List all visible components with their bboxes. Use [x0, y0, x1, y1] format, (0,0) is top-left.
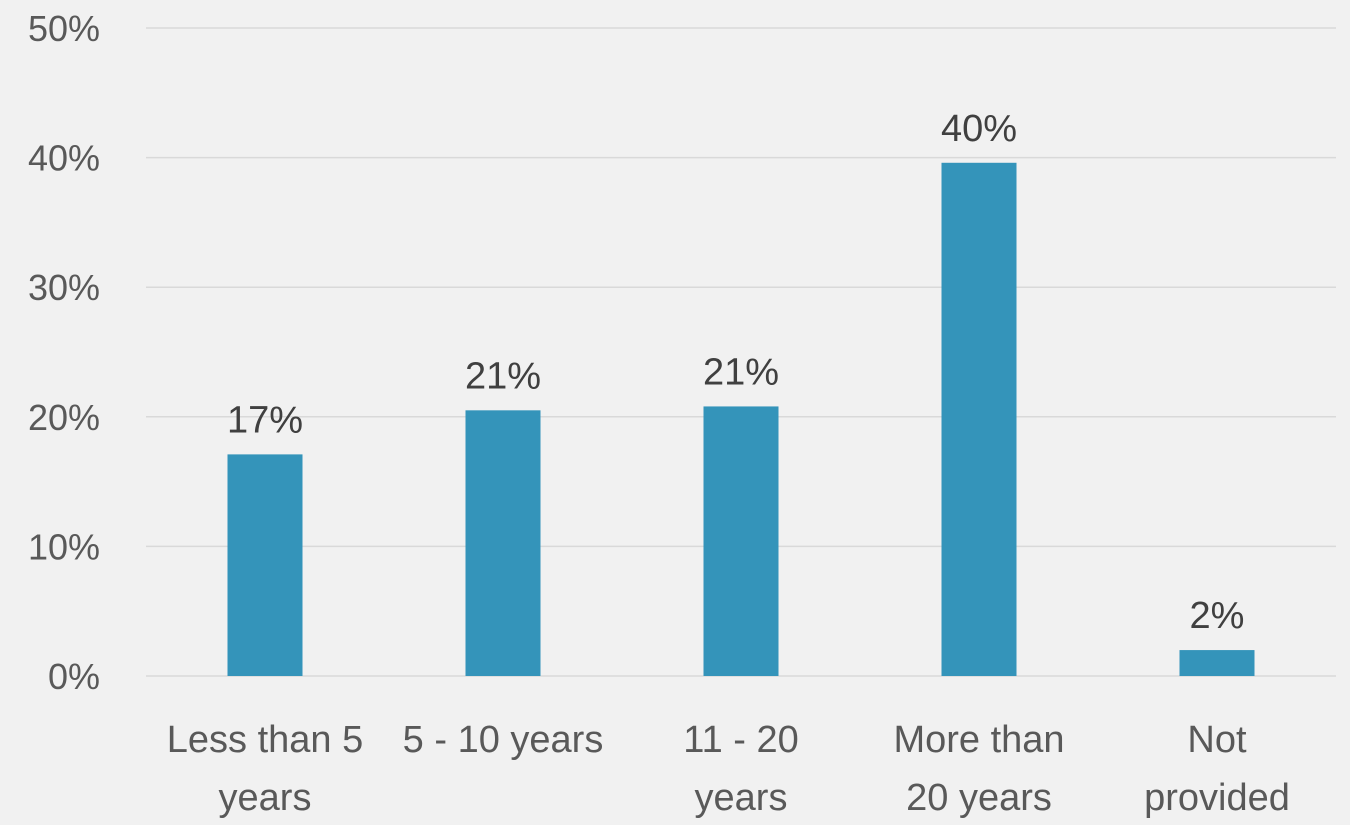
category-label: More than 20 years	[893, 719, 1064, 819]
bars	[227, 162, 1255, 676]
data-label: 21%	[703, 351, 779, 393]
category-label-line: 20 years	[906, 777, 1052, 819]
category-label: 11 - 20 years	[683, 719, 798, 819]
y-tick-label: 20%	[28, 397, 100, 438]
y-tick-label: 50%	[28, 8, 100, 49]
category-label: Less than 5 years	[167, 719, 363, 819]
data-label: 17%	[227, 399, 303, 441]
category-label: 5 - 10 years	[403, 719, 604, 761]
category-label-line: years	[219, 777, 312, 819]
y-tick-label: 10%	[28, 526, 100, 567]
category-label-line: provided	[1144, 777, 1290, 819]
bar	[941, 162, 1017, 676]
category-label-line: years	[695, 777, 788, 819]
bar	[1179, 650, 1255, 676]
y-tick-label: 30%	[28, 267, 100, 308]
bar	[227, 454, 303, 676]
category-label-line: 11 - 20	[683, 719, 798, 761]
data-label: 40%	[941, 108, 1017, 150]
y-tick-label: 0%	[48, 656, 100, 697]
bar	[703, 406, 779, 676]
category-label-line: Not	[1187, 719, 1247, 761]
data-label: 21%	[465, 355, 541, 397]
y-tick-label: 40%	[28, 138, 100, 179]
data-label: 2%	[1190, 595, 1245, 637]
y-axis-tick-labels: 0% 10% 20% 30% 40% 50%	[28, 8, 100, 697]
category-label-line: More than	[893, 719, 1064, 761]
category-label-line: Less than 5	[167, 719, 363, 761]
x-axis-category-labels: Less than 5 years 5 - 10 years 11 - 20 years…	[167, 719, 1290, 819]
category-label: Not provided	[1144, 719, 1290, 819]
category-label-line: 5 - 10 years	[403, 719, 604, 761]
bar	[465, 410, 541, 676]
data-labels: 17% 21% 21% 40% 2%	[227, 108, 1244, 637]
